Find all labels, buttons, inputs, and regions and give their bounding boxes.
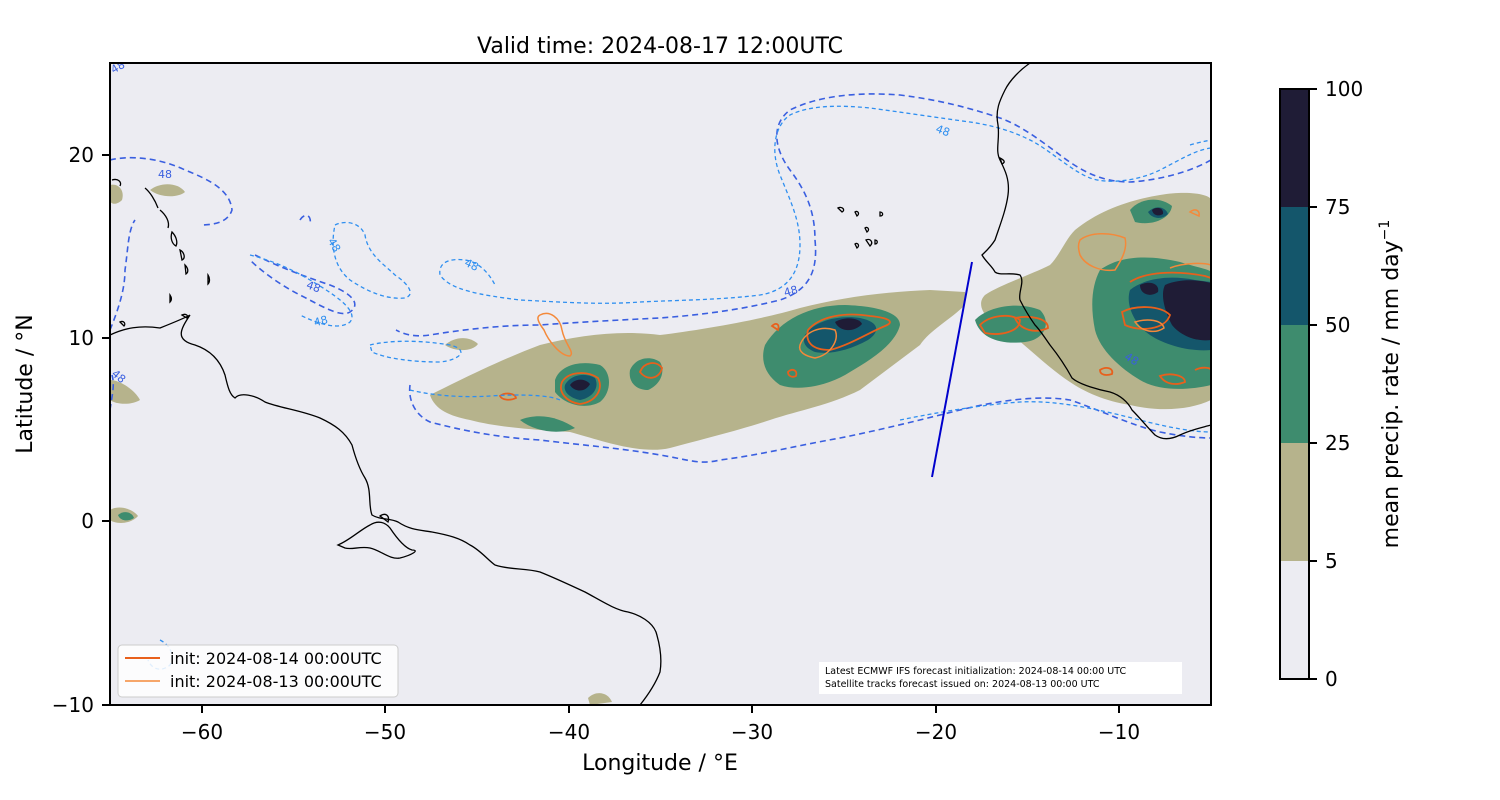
y-tick-label: 20 (69, 143, 94, 167)
contour-labels: 48 48 48 48 48 48 48 48 48 48 (109, 63, 1141, 386)
contour-48-init-0814 (110, 93, 1211, 463)
coastlines (110, 63, 1211, 705)
y-tick-label: 0 (81, 509, 94, 533)
colorbar-tick-label: 50 (1325, 313, 1350, 337)
x-tick-label: −30 (731, 720, 773, 744)
contour-label: 48 (934, 122, 952, 139)
colorbar-label-text: mean precip. rate / mm day (1379, 240, 1404, 548)
x-tick-label: −60 (181, 720, 223, 744)
colorbar-tick-label: 75 (1325, 195, 1350, 219)
satellite-track (931, 261, 973, 478)
chart-title: Valid time: 2024-08-17 12:00UTC (477, 34, 843, 59)
colorbar-label: mean precip. rate / mm day−1 (1377, 220, 1404, 549)
y-axis (102, 154, 110, 706)
colorbar-band-25-50 (1280, 325, 1309, 443)
x-tick-label: −50 (364, 720, 406, 744)
info-line-initialization: Latest ECMWF IFS forecast initialization… (825, 666, 1126, 677)
contour-init-0814 (498, 271, 1211, 405)
map-frame (109, 62, 1212, 706)
colorbar-band-75-100 (1280, 89, 1309, 207)
map-content: 48 48 48 48 48 48 48 48 48 48 (109, 63, 1211, 705)
info-box: Latest ECMWF IFS forecast initialization… (819, 662, 1182, 694)
colorbar-band-50-75 (1280, 207, 1309, 325)
contour-label: 48 (1122, 350, 1141, 368)
contour-label: 48 (462, 256, 480, 274)
contour-init-0813 (537, 209, 1211, 359)
colorbar-frame (1279, 88, 1310, 680)
colorbar-tick-label: 5 (1325, 549, 1338, 573)
colorbar-label-superscript: −1 (1377, 220, 1393, 241)
precip-level-75-100 (570, 207, 1211, 391)
y-tick-labels: 20 10 0 −10 (52, 143, 94, 717)
x-tick-label: −20 (915, 720, 957, 744)
contour-label: 48 (312, 313, 329, 329)
x-tick-label: −10 (1098, 720, 1140, 744)
info-line-satellite-tracks: Satellite tracks forecast issued on: 202… (825, 679, 1100, 690)
x-tick-label: −40 (548, 720, 590, 744)
colorbar-band-5-25 (1280, 443, 1309, 561)
contour-label: 48 (109, 367, 128, 386)
legend: init: 2024-08-14 00:00UTC init: 2024-08-… (117, 644, 399, 698)
contour-label: 48 (782, 283, 799, 299)
y-tick-label: −10 (52, 693, 94, 717)
x-axis-label: Longitude / °E (582, 751, 738, 776)
contour-label: 48 (325, 236, 343, 255)
x-tick-labels: −60 −50 −40 −30 −20 −10 (181, 720, 1140, 744)
legend-entry-0813: init: 2024-08-13 00:00UTC (170, 672, 382, 691)
colorbar-band-0-5 (1280, 561, 1309, 679)
contour-label: 48 (305, 278, 323, 295)
colorbar-tick-label: 0 (1325, 667, 1338, 691)
colorbar-tick-label: 25 (1325, 431, 1350, 455)
colorbar: 100 75 50 25 5 0 mean precip. rate / mm … (1279, 77, 1404, 691)
colorbar-tick-label: 100 (1325, 77, 1363, 101)
legend-entry-0814: init: 2024-08-14 00:00UTC (170, 649, 382, 668)
y-tick-label: 10 (69, 326, 94, 350)
x-axis (201, 705, 1120, 713)
y-axis-label: Latitude / °N (13, 314, 38, 453)
contour-label: 48 (158, 168, 172, 181)
